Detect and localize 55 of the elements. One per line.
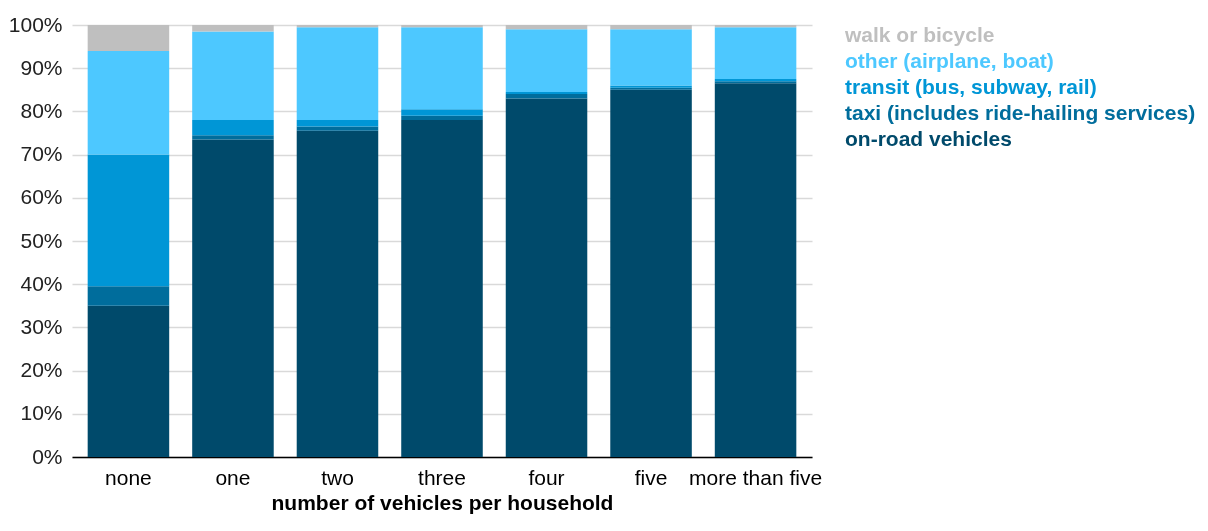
bar — [296, 130, 379, 457]
x-tick-label: five — [634, 465, 668, 489]
bar — [610, 89, 692, 457]
x-tick-label: more than five — [689, 465, 823, 489]
y-tick-label: 90% — [20, 55, 63, 79]
y-tick-label: 70% — [20, 142, 63, 166]
bar — [87, 305, 170, 457]
bar — [401, 115, 483, 121]
bar — [192, 135, 274, 140]
bar — [714, 27, 797, 79]
bar — [401, 25, 483, 28]
y-tick-label: 0% — [32, 444, 63, 468]
bar — [87, 25, 170, 51]
text: on-road vehicles — [845, 126, 1012, 150]
bar — [192, 139, 274, 457]
bar — [87, 286, 170, 306]
bar — [505, 29, 588, 92]
x-tick-label: none — [105, 465, 152, 489]
bar — [505, 91, 588, 95]
bar — [296, 25, 379, 28]
x-tick-label: four — [528, 465, 565, 489]
text: transit (bus, subway, rail) — [845, 74, 1097, 98]
x-tick-label: three — [418, 465, 466, 489]
bar — [296, 126, 379, 131]
y-tick-label: 10% — [20, 401, 63, 425]
y-tick-label: 80% — [20, 98, 63, 122]
bar — [296, 120, 379, 127]
y-tick-label: 60% — [20, 185, 63, 209]
bar — [401, 109, 483, 116]
y-tick-label: 30% — [20, 314, 63, 338]
text: taxi (includes ride-hailing services) — [845, 100, 1196, 124]
x-axis-title: number of vehicles per household — [271, 490, 614, 514]
bar — [505, 98, 588, 457]
bar — [192, 31, 274, 121]
bar — [192, 25, 274, 32]
x-tick-label: one — [215, 465, 251, 489]
bar — [401, 120, 483, 457]
y-tick-label: 100% — [8, 12, 63, 36]
bar — [610, 29, 692, 86]
y-tick-label: 50% — [20, 228, 63, 252]
bar — [87, 154, 170, 287]
y-tick-label: 40% — [20, 271, 63, 295]
text: other (airplane, boat) — [845, 48, 1054, 72]
bar — [505, 94, 588, 99]
bar — [87, 50, 170, 155]
y-tick-label: 20% — [20, 358, 63, 382]
bar — [714, 83, 797, 457]
bar — [192, 120, 274, 136]
bar — [714, 25, 797, 28]
text: walk or bicycle — [844, 22, 995, 46]
bar — [296, 27, 379, 121]
bar — [610, 25, 692, 30]
x-tick-label: two — [321, 465, 354, 489]
bar — [401, 27, 483, 110]
bar — [505, 25, 588, 30]
